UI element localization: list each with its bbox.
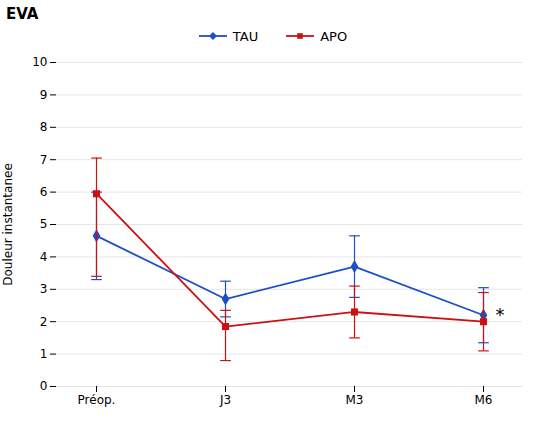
svg-text:4: 4: [40, 250, 48, 264]
svg-text:Douleur instantanee: Douleur instantanee: [1, 163, 15, 286]
svg-text:M6: M6: [475, 393, 493, 407]
svg-text:*: *: [496, 304, 505, 325]
html-text:EVA: EVA: [6, 5, 39, 23]
svg-text:8: 8: [40, 120, 48, 134]
svg-text:2: 2: [40, 315, 48, 329]
svg-text:0: 0: [40, 379, 48, 393]
svg-text:9: 9: [40, 88, 48, 102]
svg-text:5: 5: [40, 217, 48, 231]
svg-text:M3: M3: [346, 393, 364, 407]
svg-text:10: 10: [32, 55, 47, 69]
svg-text:7: 7: [40, 153, 48, 167]
svg-text:J3: J3: [219, 393, 231, 407]
svg-text:Préop.: Préop.: [78, 393, 116, 407]
html-text:TAU: TAU: [232, 28, 259, 44]
svg-text:6: 6: [40, 185, 48, 199]
html-text:APO: APO: [320, 28, 348, 44]
svg-text:1: 1: [40, 347, 48, 361]
svg-text:3: 3: [40, 282, 48, 296]
